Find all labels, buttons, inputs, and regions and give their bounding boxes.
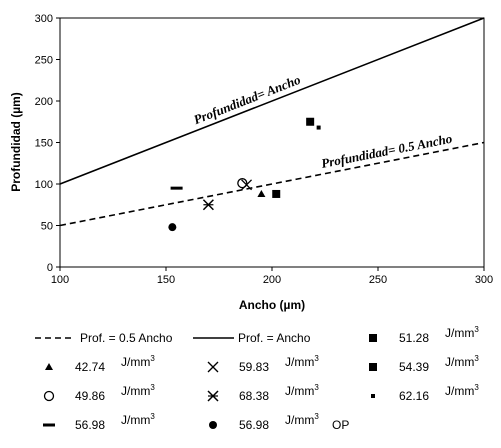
data-points (168, 117, 321, 232)
data-point-4 (272, 189, 281, 198)
legend-value-8: 56.98 (75, 418, 105, 432)
y-tick-label: 50 (41, 221, 53, 233)
reference-line-half (59, 141, 485, 227)
reference-line-full (59, 17, 485, 185)
data-point-1 (306, 117, 315, 126)
legend-marker-8 (43, 423, 55, 427)
legend-marker-7 (371, 394, 375, 398)
legend-marker-3 (207, 361, 219, 373)
y-tick-label: 150 (35, 138, 53, 150)
data-point-2 (257, 189, 266, 197)
legend-marker-5 (43, 390, 55, 402)
data-point-7 (316, 125, 321, 130)
y-tick-label: 300 (35, 13, 53, 25)
x-axis-label: Ancho (µm) (239, 298, 305, 312)
legend-value-4: 54.39 (399, 360, 429, 374)
axis-ticks: 100 150 200 250 300 0 50 100 150 200 250 300 (35, 13, 494, 286)
legend-unit-3: J/mm3 (285, 354, 319, 369)
legend-value-1: 51.28 (399, 331, 429, 345)
y-tick-label: 100 (35, 179, 53, 191)
data-point-5 (237, 178, 248, 189)
legend-unit-9: J/mm3 (285, 412, 319, 427)
legend-value-2: 42.74 (75, 360, 105, 374)
data-point-8 (170, 186, 183, 190)
legend-unit-5: J/mm3 (121, 383, 155, 398)
y-axis-label: Profundidad (µm) (9, 92, 23, 192)
legend-marker-4 (369, 363, 377, 371)
legend-label-full: Prof. = Ancho (238, 331, 311, 345)
legend-marker-1 (369, 334, 377, 342)
legend-marker-9 (209, 421, 217, 429)
x-tick-label: 150 (157, 274, 175, 286)
x-tick-label: 200 (263, 274, 281, 286)
legend-value-6: 68.38 (239, 389, 269, 403)
legend-unit-6: J/mm3 (285, 383, 319, 398)
y-tick-label: 250 (35, 55, 53, 67)
legend-marker-6 (207, 390, 219, 402)
data-point-6 (202, 199, 214, 211)
x-tick-label: 300 (475, 274, 493, 286)
legend-suffix-9: OP (332, 418, 349, 432)
legend-value-7: 62.16 (399, 389, 429, 403)
legend-value-5: 49.86 (75, 389, 105, 403)
legend-value-3: 59.83 (239, 360, 269, 374)
legend-unit-1: J/mm3 (445, 325, 479, 340)
legend-unit-7: J/mm3 (445, 383, 479, 398)
legend-marker-2 (45, 363, 53, 370)
legend-value-9: 56.98 (239, 418, 269, 432)
legend-unit-8: J/mm3 (121, 412, 155, 427)
plot-area (59, 17, 485, 268)
legend-unit-2: J/mm3 (121, 354, 155, 369)
legend-label-half: Prof. = 0.5 Ancho (80, 331, 173, 345)
y-tick-label: 0 (47, 262, 53, 274)
data-point-9 (168, 223, 177, 232)
legend-unit-4: J/mm3 (445, 354, 479, 369)
y-tick-label: 200 (35, 96, 53, 108)
legend: Prof. = 0.5 Ancho Prof. = Ancho 51.28 J/mm3… (35, 325, 479, 432)
reference-lines (59, 17, 485, 227)
x-tick-label: 100 (51, 274, 69, 286)
x-tick-label: 250 (369, 274, 387, 286)
